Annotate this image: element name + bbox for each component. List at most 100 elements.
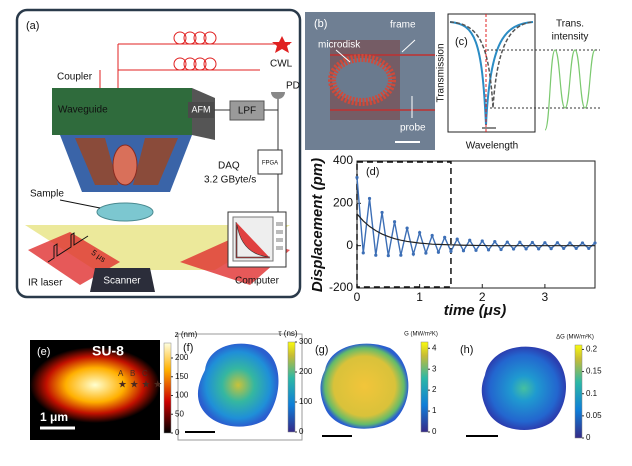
- data-point: [511, 247, 516, 251]
- data-point: [443, 235, 447, 240]
- colorbar-tick-label: 200: [175, 353, 189, 362]
- microdisk-ring: [328, 54, 396, 106]
- label: Sample: [30, 189, 64, 200]
- panel-b: (b) frame microdisk probe: [305, 12, 435, 150]
- label: IR laser: [28, 278, 63, 289]
- afm-box: [188, 102, 214, 118]
- buttons: [276, 222, 283, 250]
- data-point: [486, 248, 491, 252]
- screen: [232, 216, 274, 262]
- y-tick-label: 200: [333, 196, 353, 210]
- scanner: [90, 268, 155, 292]
- colorbar-tick-label: 100: [299, 397, 313, 406]
- data-point: [562, 246, 566, 251]
- data-point: [361, 251, 365, 255]
- curve: [449, 21, 534, 109]
- colorbar-tick-label: 100: [175, 391, 189, 400]
- point-label: A: [118, 369, 124, 378]
- colorbar-tick-label: 0: [299, 427, 304, 436]
- data-point: [374, 253, 378, 257]
- x-tick-label: 3: [542, 290, 549, 304]
- colorbar: [420, 341, 429, 433]
- colorbar-title: τ (ns): [278, 329, 297, 338]
- panel-label: (a): [26, 20, 39, 32]
- colorbar-tick-label: 300: [299, 337, 313, 346]
- colorbar: [287, 341, 296, 433]
- highlight-box: [356, 161, 452, 288]
- map-blob: [481, 346, 566, 431]
- holder-part: [133, 138, 178, 185]
- data-point: [537, 247, 541, 251]
- colorbar-tick-label: 0: [586, 433, 591, 442]
- data-point: [411, 252, 415, 256]
- arrow: [59, 199, 101, 209]
- data-point: [418, 230, 422, 235]
- data-point: [468, 238, 472, 242]
- colorbar-tick-label: 0: [175, 428, 180, 437]
- label: Computer: [235, 276, 280, 287]
- fpga-chip: [257, 149, 283, 175]
- photodiode: [271, 92, 285, 99]
- data-point: [524, 247, 528, 251]
- colorbar-tick-label: 1: [432, 406, 437, 415]
- data-point: [367, 196, 372, 201]
- panel-label: (f): [183, 342, 193, 354]
- data-point: [449, 249, 453, 253]
- colorbar-title: ΔG (MW/m²K): [556, 335, 594, 341]
- microdisk: [112, 144, 138, 186]
- data-point: [493, 240, 497, 244]
- panel-h: (h): [460, 344, 566, 437]
- map-blob: [197, 343, 279, 427]
- panel-label: (d): [366, 166, 379, 178]
- screen-plot: [235, 222, 271, 259]
- data-point: [530, 240, 534, 245]
- label: FPGA: [262, 161, 278, 167]
- data-point: [593, 241, 597, 245]
- trans-intensity: [544, 49, 596, 131]
- data-point: [549, 247, 553, 251]
- panel-label: (h): [460, 344, 473, 356]
- label: 1 μm: [40, 410, 68, 424]
- data-point: [380, 210, 384, 215]
- wires: [214, 96, 279, 212]
- y-axis-label: Displacement (pm): [309, 158, 326, 292]
- panel-c: (c) Transmission Wavelength Trans. inten…: [436, 13, 600, 152]
- colorbar: [163, 342, 172, 434]
- data-point: [355, 175, 359, 180]
- data-point: [499, 247, 503, 252]
- label: SU-8: [92, 343, 124, 359]
- map-blob: [320, 343, 409, 429]
- data-point: [587, 246, 591, 251]
- data-point: [574, 246, 578, 251]
- laser-star: [272, 36, 292, 53]
- y-tick-label: 0: [346, 238, 353, 252]
- axis-label: Transmission: [436, 43, 447, 102]
- data-point: [580, 241, 585, 245]
- colorbar-tick-label: 0.2: [586, 345, 598, 354]
- colorbar-tick-label: 0.1: [586, 389, 598, 398]
- colorbar-tick-label: 50: [175, 409, 184, 418]
- data-point: [461, 249, 466, 253]
- waveguide-block: [52, 88, 192, 135]
- colorbar-tick-label: 150: [175, 372, 189, 381]
- data-point: [505, 240, 509, 244]
- colorbar-tick-label: 200: [299, 367, 313, 376]
- panel-f: (f): [177, 333, 303, 441]
- colorbar-title: z (nm): [175, 330, 198, 339]
- data-point: [399, 253, 403, 257]
- label: 3.2 GByte/s: [204, 175, 256, 186]
- arrows: [335, 39, 416, 118]
- colorbar: [574, 344, 583, 439]
- data-point: [480, 239, 484, 243]
- colorbar-tick-label: 3: [432, 364, 437, 373]
- label: CWL: [270, 59, 293, 70]
- panel-d: Displacement (pm) time (μs) -20002004000…: [309, 153, 597, 319]
- label: probe: [400, 123, 426, 134]
- panel-label: (c): [455, 36, 468, 48]
- data-point: [436, 250, 441, 254]
- panel-label: (e): [37, 346, 50, 358]
- data-point: [424, 251, 428, 255]
- data-point: [455, 237, 459, 241]
- label: microdisk: [318, 40, 361, 51]
- data-point: [392, 220, 397, 224]
